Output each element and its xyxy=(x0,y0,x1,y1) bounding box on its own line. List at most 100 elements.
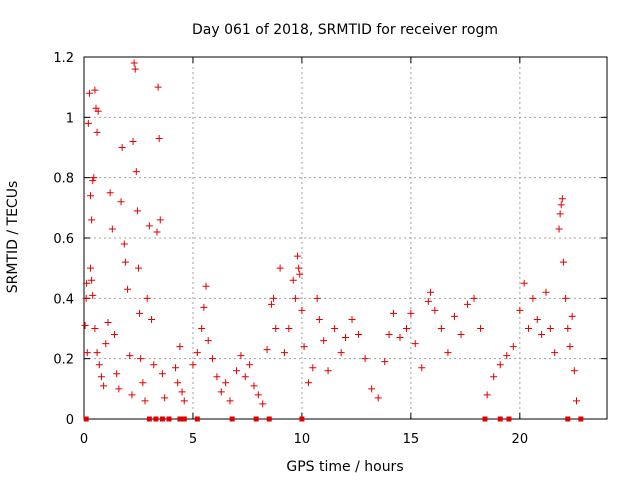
data-point xyxy=(324,367,332,375)
data-point xyxy=(558,195,566,203)
data-point xyxy=(134,264,142,272)
data-point xyxy=(82,294,90,302)
y-axis-label: SRMTID / TECUs xyxy=(5,181,21,294)
data-point xyxy=(556,210,564,218)
data-point xyxy=(437,325,445,332)
data-point xyxy=(233,367,241,375)
data-point xyxy=(533,315,541,323)
zero-marker xyxy=(181,416,187,422)
data-point xyxy=(137,355,145,363)
data-point xyxy=(133,207,141,215)
zero-marker xyxy=(229,416,235,422)
data-point xyxy=(555,225,563,233)
data-point xyxy=(309,364,317,372)
y-tick-label: 0.6 xyxy=(53,232,74,247)
data-point xyxy=(97,373,105,381)
y-tick-label: 1 xyxy=(66,111,74,126)
data-point xyxy=(315,315,323,323)
data-point xyxy=(254,391,262,399)
data-point xyxy=(115,385,123,393)
y-tick-label: 1.2 xyxy=(53,51,74,66)
data-point xyxy=(202,282,210,290)
data-point xyxy=(118,144,126,151)
data-point xyxy=(483,391,491,399)
data-point xyxy=(111,331,119,339)
data-point xyxy=(237,352,245,360)
data-point xyxy=(568,312,576,320)
grid xyxy=(84,57,607,419)
data-point xyxy=(542,288,550,296)
data-point xyxy=(564,325,572,332)
data-point xyxy=(572,397,580,405)
zero-marker xyxy=(166,416,172,422)
y-tick-label: 0.2 xyxy=(53,353,74,368)
data-point xyxy=(250,382,258,390)
data-point xyxy=(89,291,97,299)
data-point xyxy=(298,306,306,314)
x-tick-label: 20 xyxy=(512,432,529,447)
y-tick-label: 0.8 xyxy=(53,172,74,187)
zero-marker xyxy=(83,416,89,422)
data-point xyxy=(337,349,345,357)
data-point xyxy=(222,379,230,387)
data-point xyxy=(141,397,149,405)
data-point xyxy=(131,65,139,73)
data-point xyxy=(226,397,234,405)
data-point xyxy=(529,294,537,302)
data-point xyxy=(200,303,208,311)
zero-marker xyxy=(565,416,571,422)
data-point xyxy=(270,294,278,302)
data-point xyxy=(389,309,397,317)
data-point xyxy=(87,192,95,200)
data-point xyxy=(280,349,288,357)
data-point xyxy=(516,306,524,314)
data-point xyxy=(174,379,182,387)
y-tick-label: 0 xyxy=(66,413,74,428)
data-point xyxy=(496,361,504,369)
data-point xyxy=(457,331,465,339)
data-point xyxy=(156,216,164,224)
data-point xyxy=(83,279,91,287)
data-point xyxy=(291,294,299,302)
data-point xyxy=(520,279,528,287)
x-tick-label: 5 xyxy=(189,432,197,447)
data-point xyxy=(385,331,393,339)
x-tick-label: 0 xyxy=(80,432,88,447)
data-point xyxy=(342,334,349,342)
data-point xyxy=(132,168,140,176)
data-point xyxy=(100,382,108,390)
data-point xyxy=(128,391,136,399)
data-point xyxy=(108,225,116,233)
data-point xyxy=(259,400,267,408)
data-point xyxy=(374,394,382,402)
zero-marker xyxy=(497,416,503,422)
data-point xyxy=(241,373,249,381)
data-point xyxy=(117,198,125,206)
data-point xyxy=(300,343,308,351)
data-point xyxy=(87,264,95,272)
data-point xyxy=(470,294,478,302)
data-point xyxy=(509,343,517,351)
data-point xyxy=(91,86,99,94)
data-point xyxy=(246,361,254,369)
data-point xyxy=(93,349,101,357)
axis-ticks: 0 0.2 0.4 0.6 0.8 1 1.2 0 5 10 15 20 xyxy=(53,51,607,447)
data-point xyxy=(180,397,188,405)
data-point xyxy=(158,370,166,378)
zero-marker xyxy=(253,416,259,422)
data-point xyxy=(424,297,432,305)
zero-marker xyxy=(506,416,512,422)
data-point xyxy=(129,137,137,145)
data-point xyxy=(120,240,128,248)
data-point xyxy=(368,385,376,393)
data-point xyxy=(217,388,225,396)
data-point xyxy=(124,285,132,293)
data-point xyxy=(94,107,102,115)
y-tick-label: 0.4 xyxy=(53,292,74,307)
data-point xyxy=(84,119,92,127)
data-point xyxy=(381,358,389,366)
data-point xyxy=(559,258,567,266)
x-axis-label: GPS time / hours xyxy=(286,459,403,475)
data-point xyxy=(320,337,328,345)
